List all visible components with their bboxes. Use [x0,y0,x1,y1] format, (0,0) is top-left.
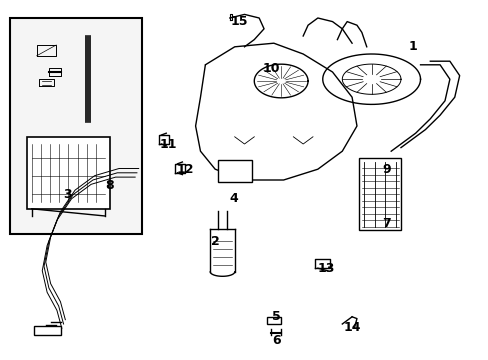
Text: 7: 7 [381,217,390,230]
Text: 1: 1 [408,40,417,53]
Bar [27,137,110,209]
Bar [359,158,400,230]
Text: 3: 3 [63,188,72,201]
Text: 4: 4 [229,192,238,204]
Text: 12: 12 [176,163,193,176]
Bar [34,326,61,335]
Bar [217,160,251,182]
Text: 14: 14 [343,321,360,334]
Text: 2: 2 [210,235,219,248]
Bar [10,18,142,234]
Text: 6: 6 [272,334,281,347]
Bar [266,317,281,324]
Text: 13: 13 [317,262,335,275]
Text: 5: 5 [272,310,281,323]
Text: 10: 10 [262,62,280,75]
Text: 8: 8 [105,179,114,192]
Text: 15: 15 [230,15,248,28]
Text: 9: 9 [381,163,390,176]
Text: 11: 11 [160,138,177,150]
